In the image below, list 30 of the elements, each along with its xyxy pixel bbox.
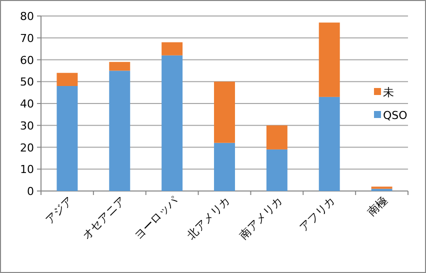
x-tick-label: 北アメリカ: [184, 194, 233, 242]
bar: [56, 86, 78, 191]
x-tick-label: 南極: [365, 194, 390, 219]
bar: [162, 42, 183, 56]
y-tick-label: 50: [20, 76, 34, 89]
bar: [214, 142, 235, 191]
legend-label: 未: [383, 86, 394, 99]
bar: [56, 72, 78, 86]
y-tick-label: 40: [20, 98, 34, 110]
y-tick-label: 30: [20, 119, 34, 132]
bar: [162, 55, 183, 191]
x-tick-label: アジア: [42, 194, 76, 226]
y-tick-label: 0: [27, 185, 34, 198]
x-tick-label: アフリカ: [297, 194, 338, 234]
bar: [266, 125, 288, 150]
y-tick-label: 20: [20, 141, 34, 154]
bar: [318, 96, 340, 191]
x-tick-label: オセアニア: [80, 194, 128, 242]
bar: [318, 22, 340, 97]
y-tick-label: 70: [20, 32, 34, 45]
y-tick-label: 80: [20, 10, 34, 23]
bar: [109, 62, 130, 71]
x-tick-label: ヨーロッパ: [132, 193, 181, 242]
bar: [266, 149, 288, 191]
legend-label: QSO: [383, 109, 408, 122]
bar: [214, 82, 235, 143]
y-tick-label: 60: [20, 54, 34, 67]
bar: [109, 70, 130, 191]
y-tick-label: 10: [20, 163, 34, 176]
x-tick-label: 南アメリカ: [236, 194, 286, 242]
